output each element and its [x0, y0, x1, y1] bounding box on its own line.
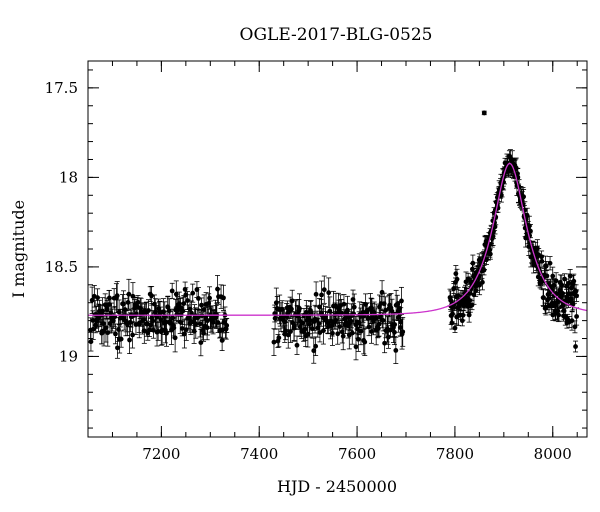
y-tick-label: 18	[59, 168, 78, 186]
data-point	[454, 268, 460, 290]
data-point	[313, 336, 319, 356]
data-point	[556, 308, 562, 323]
y-axis-label: I magnitude	[9, 200, 28, 298]
data-point	[181, 295, 187, 312]
data-point	[172, 323, 178, 353]
data-point	[527, 224, 533, 239]
data-point	[289, 289, 295, 312]
data-point	[541, 288, 547, 307]
y-tick-label: 17.5	[45, 79, 78, 97]
y-tick-label: 19	[59, 347, 78, 365]
data-point	[400, 316, 406, 347]
data-point	[573, 340, 579, 353]
data-point	[271, 328, 277, 356]
data-point	[366, 317, 372, 337]
y-tick-label: 18.5	[45, 258, 78, 276]
x-tick-label: 7400	[240, 445, 278, 463]
data-point	[362, 328, 368, 356]
data-point	[340, 322, 346, 351]
data-point	[492, 219, 498, 235]
data-point	[569, 310, 575, 331]
data-point	[325, 311, 331, 334]
x-axis-label: HJD - 2450000	[277, 477, 397, 496]
data-point	[481, 110, 487, 116]
x-tick-label: 8000	[534, 445, 572, 463]
data-point	[294, 335, 300, 355]
data-point	[543, 261, 549, 272]
data-point	[338, 299, 344, 327]
data-point	[469, 300, 475, 311]
data-point	[393, 336, 399, 364]
data-point	[547, 256, 553, 271]
data-point	[329, 320, 335, 346]
data-point	[487, 248, 493, 260]
data-point	[313, 281, 319, 308]
data-point	[355, 326, 361, 352]
data-point	[398, 286, 404, 315]
data-point	[276, 328, 282, 348]
x-tick-label: 7800	[436, 445, 474, 463]
data-point	[349, 321, 355, 345]
plot-frame	[87, 60, 588, 438]
data-point	[127, 325, 133, 354]
data-point	[95, 288, 101, 307]
data-point	[181, 319, 187, 349]
data-point	[539, 254, 545, 268]
data-point	[351, 293, 357, 321]
x-tick-label: 7600	[338, 445, 376, 463]
data-points	[88, 110, 580, 364]
data-point	[285, 321, 291, 349]
data-point	[126, 278, 132, 310]
data-point	[169, 282, 175, 299]
data-point	[574, 289, 580, 302]
data-point	[184, 291, 190, 310]
tick-labels: 7200 7400 7600 7800 8000 17.5 18 18.5 19	[45, 79, 572, 463]
data-point	[319, 280, 325, 310]
model-fit-curve	[88, 162, 588, 316]
data-point	[195, 287, 201, 310]
data-point	[553, 272, 559, 290]
data-point	[224, 317, 230, 333]
data-point	[130, 321, 136, 349]
x-tick-label: 7200	[142, 445, 180, 463]
data-point	[141, 317, 147, 344]
data-point	[190, 283, 196, 303]
data-point	[118, 330, 124, 348]
data-point	[326, 277, 332, 308]
data-point	[321, 275, 327, 304]
data-point	[89, 286, 95, 314]
chart-title: OGLE-2017-BLG-0525	[240, 25, 433, 45]
data-point	[100, 297, 106, 325]
data-point	[288, 320, 294, 343]
axis-ticks	[87, 61, 587, 437]
data-point	[149, 286, 155, 306]
data-point	[88, 331, 94, 352]
